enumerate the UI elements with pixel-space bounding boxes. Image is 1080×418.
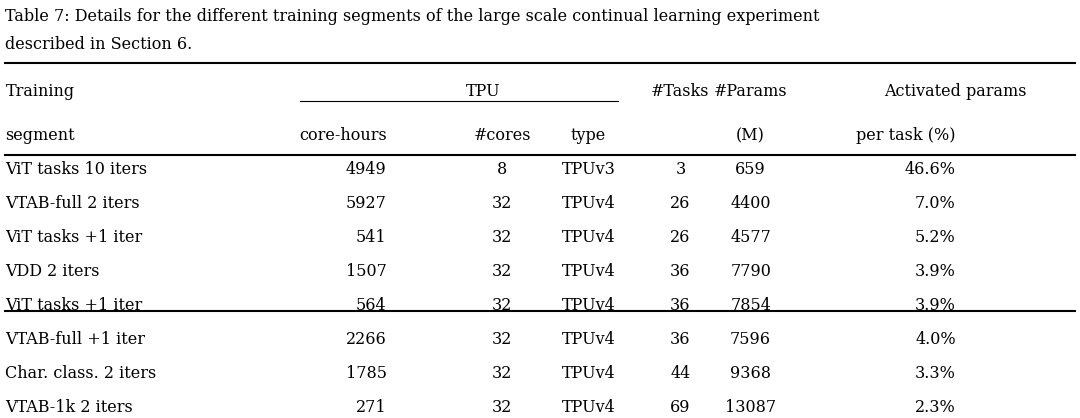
Text: TPUv3: TPUv3 xyxy=(562,161,616,178)
Text: 4400: 4400 xyxy=(730,195,771,212)
Text: core-hours: core-hours xyxy=(299,127,387,145)
Text: 36: 36 xyxy=(671,331,690,348)
Text: 36: 36 xyxy=(671,263,690,280)
Text: 1785: 1785 xyxy=(346,365,387,382)
Text: TPUv4: TPUv4 xyxy=(562,365,616,382)
Text: 7854: 7854 xyxy=(730,297,771,314)
Text: 13087: 13087 xyxy=(725,399,777,416)
Text: ViT tasks 10 iters: ViT tasks 10 iters xyxy=(5,161,148,178)
Text: 32: 32 xyxy=(492,365,512,382)
Text: TPUv4: TPUv4 xyxy=(562,263,616,280)
Text: per task (%): per task (%) xyxy=(856,127,956,145)
Text: ViT tasks +1 iter: ViT tasks +1 iter xyxy=(5,229,143,246)
Text: 3.3%: 3.3% xyxy=(915,365,956,382)
Text: 26: 26 xyxy=(671,195,690,212)
Text: 32: 32 xyxy=(492,195,512,212)
Text: TPUv4: TPUv4 xyxy=(562,195,616,212)
Text: (M): (M) xyxy=(737,127,765,145)
Text: 32: 32 xyxy=(492,229,512,246)
Text: 46.6%: 46.6% xyxy=(905,161,956,178)
Text: VTAB-1k 2 iters: VTAB-1k 2 iters xyxy=(5,399,133,416)
Text: 4949: 4949 xyxy=(346,161,387,178)
Text: 32: 32 xyxy=(492,331,512,348)
Text: 7.0%: 7.0% xyxy=(915,195,956,212)
Text: VTAB-full 2 iters: VTAB-full 2 iters xyxy=(5,195,140,212)
Text: 8: 8 xyxy=(497,161,508,178)
Text: VDD 2 iters: VDD 2 iters xyxy=(5,263,100,280)
Text: type: type xyxy=(571,127,606,145)
Text: 32: 32 xyxy=(492,399,512,416)
Text: 541: 541 xyxy=(356,229,387,246)
Text: Activated params: Activated params xyxy=(885,84,1027,100)
Text: #Tasks: #Tasks xyxy=(651,84,710,100)
Text: 32: 32 xyxy=(492,263,512,280)
Text: 659: 659 xyxy=(735,161,766,178)
Text: 7596: 7596 xyxy=(730,331,771,348)
Text: Table 7: Details for the different training segments of the large scale continua: Table 7: Details for the different train… xyxy=(5,8,820,25)
Text: ViT tasks +1 iter: ViT tasks +1 iter xyxy=(5,297,143,314)
Text: 69: 69 xyxy=(671,399,690,416)
Text: 564: 564 xyxy=(356,297,387,314)
Text: 32: 32 xyxy=(492,297,512,314)
Text: 9368: 9368 xyxy=(730,365,771,382)
Text: 1507: 1507 xyxy=(346,263,387,280)
Text: #cores: #cores xyxy=(473,127,531,145)
Text: Char. class. 2 iters: Char. class. 2 iters xyxy=(5,365,157,382)
Text: 5927: 5927 xyxy=(346,195,387,212)
Text: TPUv4: TPUv4 xyxy=(562,297,616,314)
Text: 2266: 2266 xyxy=(346,331,387,348)
Text: TPUv4: TPUv4 xyxy=(562,399,616,416)
Text: 3.9%: 3.9% xyxy=(915,297,956,314)
Text: 2.3%: 2.3% xyxy=(915,399,956,416)
Text: TPU: TPU xyxy=(465,84,501,100)
Text: Training: Training xyxy=(5,84,75,100)
Text: 26: 26 xyxy=(671,229,690,246)
Text: segment: segment xyxy=(5,127,75,145)
Text: VTAB-full +1 iter: VTAB-full +1 iter xyxy=(5,331,146,348)
Text: 7790: 7790 xyxy=(730,263,771,280)
Text: 3: 3 xyxy=(675,161,686,178)
Text: 271: 271 xyxy=(356,399,387,416)
Text: 44: 44 xyxy=(671,365,690,382)
Text: TPUv4: TPUv4 xyxy=(562,229,616,246)
Text: 4.0%: 4.0% xyxy=(915,331,956,348)
Text: TPUv4: TPUv4 xyxy=(562,331,616,348)
Text: described in Section 6.: described in Section 6. xyxy=(5,36,192,53)
Text: 36: 36 xyxy=(671,297,690,314)
Text: 5.2%: 5.2% xyxy=(915,229,956,246)
Text: #Params: #Params xyxy=(714,84,787,100)
Text: 3.9%: 3.9% xyxy=(915,263,956,280)
Text: 4577: 4577 xyxy=(730,229,771,246)
